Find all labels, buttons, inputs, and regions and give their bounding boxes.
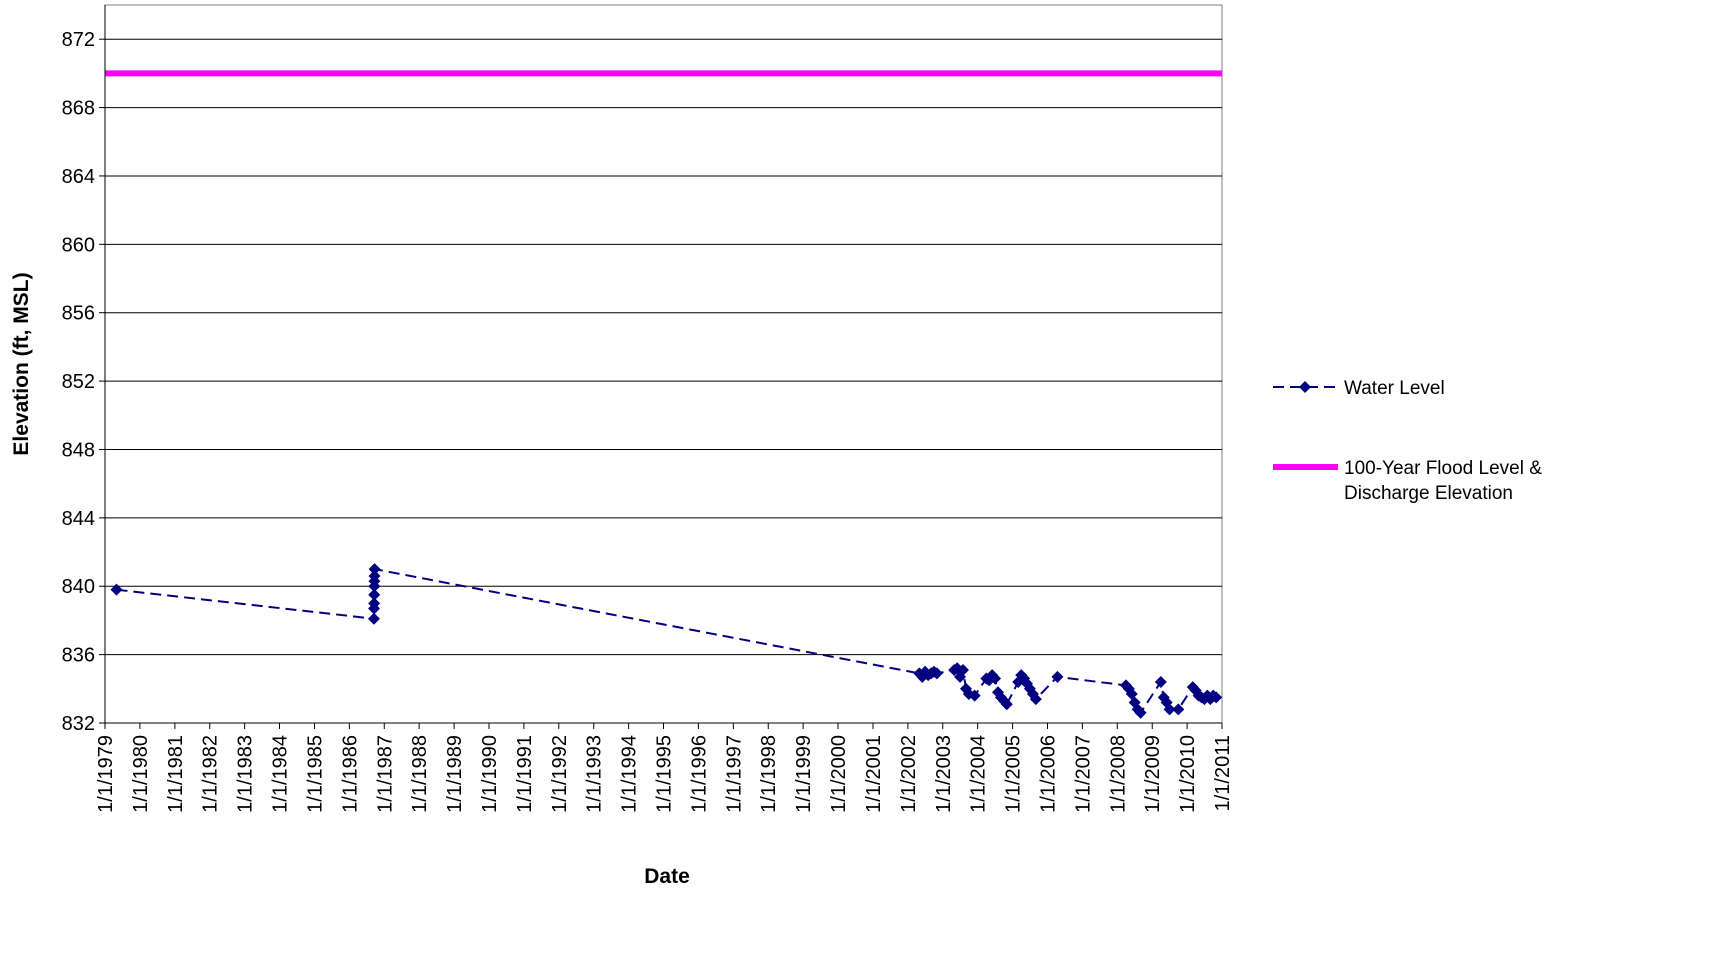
water-level-point (367, 612, 380, 625)
water-level-point (968, 689, 981, 702)
y-axis-title: Elevation (ft, MSL) (10, 272, 33, 455)
x-tick-label: 1/1/2007 (1072, 735, 1094, 813)
x-tick-label: 1/1/2010 (1177, 735, 1199, 813)
x-tick-label: 1/1/2004 (968, 735, 990, 813)
x-tick-label: 1/1/1992 (549, 735, 571, 813)
water-level-point (1029, 693, 1042, 706)
water-level-legend-label: Water Level (1344, 378, 1445, 399)
x-tick-label: 1/1/1995 (654, 735, 676, 813)
x-tick-label: 1/1/2006 (1037, 735, 1059, 813)
x-tick-label: 1/1/1996 (688, 735, 710, 813)
water-level-point (368, 588, 381, 601)
water-level-point (1163, 703, 1176, 716)
y-tick-label: 832 (62, 713, 95, 735)
x-tick-label: 1/1/1985 (304, 735, 326, 813)
x-tick-label: 1/1/1988 (409, 735, 431, 813)
x-tick-label: 1/1/2008 (1107, 735, 1129, 813)
water-level-point (368, 563, 381, 576)
y-tick-label: 868 (62, 98, 95, 120)
x-tick-label: 1/1/1997 (723, 735, 745, 813)
x-tick-label: 1/1/1986 (339, 735, 361, 813)
water-level-legend-marker (1299, 381, 1311, 393)
x-tick-label: 1/1/2002 (898, 735, 920, 813)
water-level-point (1154, 675, 1167, 688)
x-tick-label: 1/1/1999 (793, 735, 815, 813)
y-tick-label: 844 (62, 508, 95, 530)
x-tick-label: 1/1/1984 (270, 735, 292, 813)
series-layer (105, 70, 1223, 719)
water-level-point (368, 597, 381, 610)
y-tick-label: 856 (62, 303, 95, 325)
x-axis-title: Date (644, 865, 690, 888)
axes: 832 836 840 844 848 852 856 860 864 868 872 1/1/197… (62, 5, 1234, 813)
x-tick-label: 1/1/1990 (479, 735, 501, 813)
flood-level-legend-label: 100-Year Flood Level & (1344, 458, 1542, 479)
x-tick-label: 1/1/2003 (933, 735, 955, 813)
x-tick-label: 1/1/1987 (374, 735, 396, 813)
x-tick-label: 1/1/1983 (235, 735, 257, 813)
water-level-point (1051, 670, 1064, 683)
y-tick-label: 852 (62, 371, 95, 393)
x-tick-label: 1/1/2011 (1212, 735, 1234, 811)
x-tick-label: 1/1/2009 (1142, 735, 1164, 813)
water-level-point (1134, 706, 1147, 719)
x-tick-label: 1/1/1998 (758, 735, 780, 813)
x-tick-label: 1/1/1981 (165, 735, 187, 813)
gridlines (105, 38, 1222, 656)
water-level-point (1210, 691, 1223, 704)
x-tick-label: 1/1/1980 (130, 735, 152, 813)
water-level-point (110, 583, 123, 596)
y-tick-label: 836 (62, 645, 95, 667)
legend: Water Level 100-Year Flood Level & Dischar… (1273, 378, 1542, 504)
y-tick-label: 864 (62, 166, 95, 188)
x-tick-label: 1/1/1989 (444, 735, 466, 813)
x-tick-label: 1/1/1982 (200, 735, 222, 813)
water-level-point (957, 664, 970, 677)
x-tick-label: 1/1/2005 (1003, 735, 1025, 813)
flood-level-legend-label: Discharge Elevation (1344, 483, 1513, 504)
y-tick-label: 872 (62, 29, 95, 51)
plot-area (104, 4, 1223, 724)
water-level-point (1000, 698, 1013, 711)
x-tick-label: 1/1/1993 (584, 735, 606, 813)
water-level-point (368, 569, 381, 582)
x-tick-label: 1/1/1991 (514, 735, 536, 813)
water-level-point (1172, 703, 1185, 716)
x-tick-label: 1/1/1994 (619, 735, 641, 813)
y-tick-label: 848 (62, 439, 95, 461)
x-tick-label: 1/1/1979 (95, 735, 117, 813)
x-tick-label: 1/1/2000 (828, 735, 850, 813)
y-tick-label: 860 (62, 234, 95, 256)
water-level-point (989, 672, 1002, 685)
x-tick-label: 1/1/2001 (863, 735, 885, 813)
water-level-point (930, 667, 943, 680)
y-tick-label: 840 (62, 576, 95, 598)
